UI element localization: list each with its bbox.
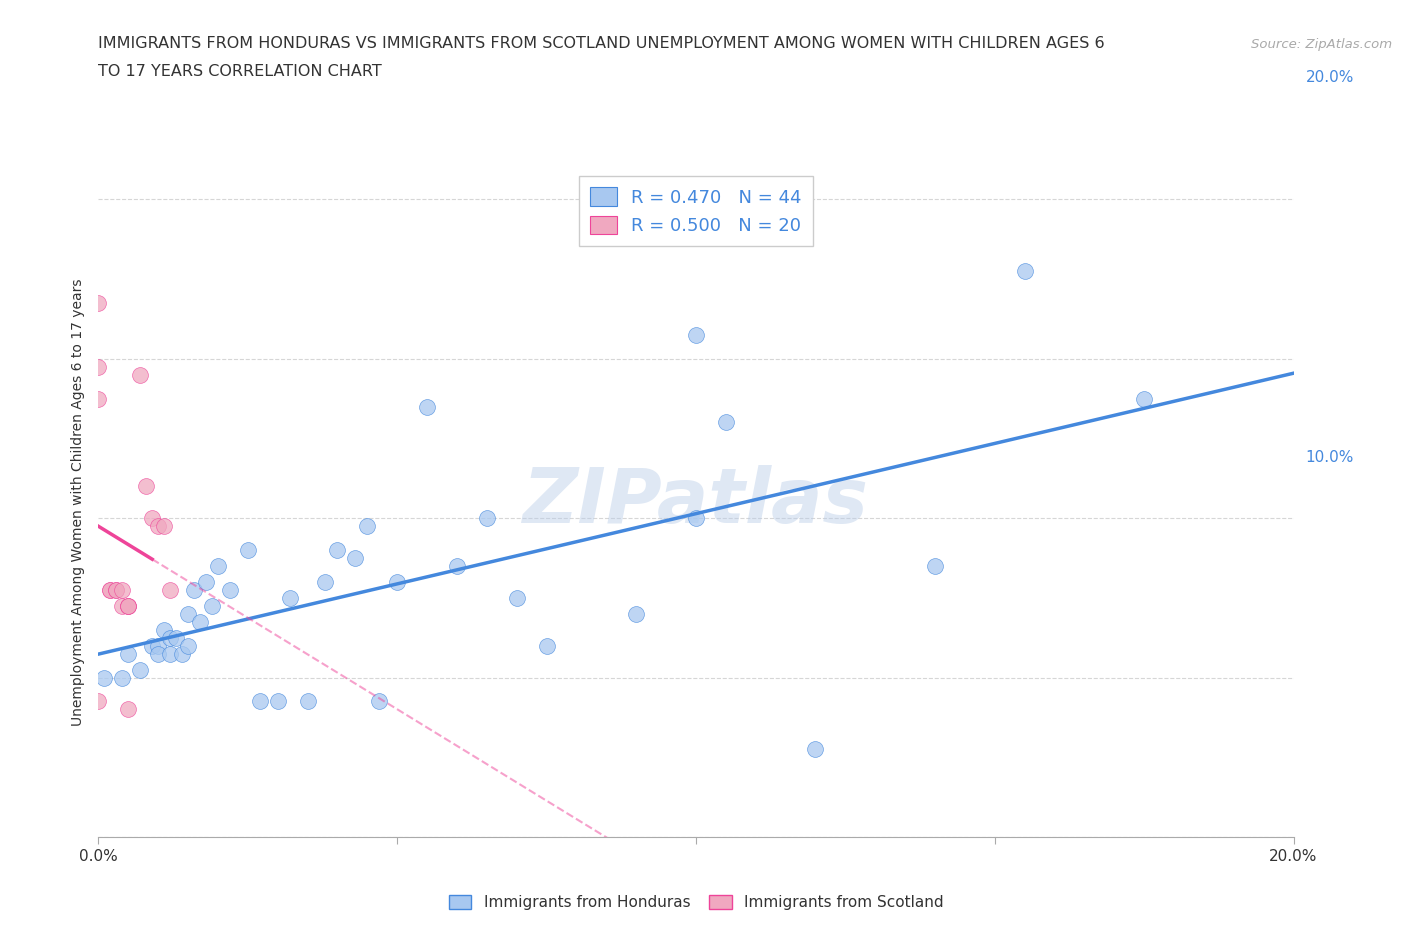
Point	[475, 511, 498, 525]
Point	[344, 551, 367, 565]
Point	[159, 582, 181, 597]
Point	[326, 542, 349, 557]
Point	[207, 559, 229, 574]
Point	[194, 575, 218, 590]
Text: Source: ZipAtlas.com: Source: ZipAtlas.com	[1251, 38, 1392, 51]
Point	[714, 415, 737, 430]
Point	[506, 591, 529, 605]
Point	[98, 582, 122, 597]
Text: 10.0%: 10.0%	[1305, 450, 1354, 465]
Point	[148, 646, 170, 661]
Point	[315, 575, 337, 590]
Text: 20.0%: 20.0%	[1305, 71, 1354, 86]
Text: IMMIGRANTS FROM HONDURAS VS IMMIGRANTS FROM SCOTLAND UNEMPLOYMENT AMONG WOMEN WI: IMMIGRANTS FROM HONDURAS VS IMMIGRANTS F…	[98, 36, 1105, 51]
Point	[159, 646, 181, 661]
Point	[111, 598, 134, 613]
Legend: Immigrants from Honduras, Immigrants from Scotland: Immigrants from Honduras, Immigrants fro…	[443, 889, 949, 916]
Point	[219, 582, 242, 597]
Point	[117, 598, 139, 613]
Point	[236, 542, 259, 557]
Point	[183, 582, 205, 597]
Point	[177, 638, 200, 653]
Point	[105, 582, 128, 597]
Point	[446, 559, 468, 574]
Point	[924, 559, 946, 574]
Point	[1133, 392, 1156, 406]
Y-axis label: Unemployment Among Women with Children Ages 6 to 17 years: Unemployment Among Women with Children A…	[72, 278, 86, 726]
Point	[111, 671, 134, 685]
Point	[87, 694, 110, 709]
Point	[356, 519, 378, 534]
Point	[117, 702, 139, 717]
Point	[111, 582, 134, 597]
Point	[117, 598, 139, 613]
Point	[685, 511, 707, 525]
Point	[685, 327, 707, 342]
Text: TO 17 YEARS CORRELATION CHART: TO 17 YEARS CORRELATION CHART	[98, 64, 382, 79]
Point	[129, 367, 152, 382]
Point	[267, 694, 290, 709]
Point	[416, 399, 439, 414]
Point	[117, 598, 139, 613]
Point	[172, 646, 194, 661]
Point	[249, 694, 271, 709]
Point	[148, 519, 170, 534]
Point	[135, 479, 157, 494]
Text: ZIPatlas: ZIPatlas	[523, 465, 869, 539]
Point	[87, 296, 110, 311]
Point	[117, 646, 139, 661]
Point	[804, 742, 827, 757]
Point	[624, 606, 647, 621]
Point	[165, 631, 187, 645]
Point	[188, 615, 211, 630]
Point	[141, 511, 163, 525]
Point	[536, 638, 558, 653]
Point	[153, 519, 176, 534]
Point	[87, 392, 110, 406]
Point	[368, 694, 391, 709]
Point	[148, 638, 170, 653]
Point	[385, 575, 409, 590]
Point	[278, 591, 301, 605]
Point	[129, 662, 152, 677]
Point	[177, 606, 200, 621]
Point	[93, 671, 115, 685]
Point	[98, 582, 122, 597]
Point	[87, 359, 110, 374]
Point	[297, 694, 319, 709]
Point	[1014, 263, 1036, 278]
Point	[159, 631, 181, 645]
Point	[201, 598, 224, 613]
Point	[105, 582, 128, 597]
Point	[141, 638, 163, 653]
Point	[153, 622, 176, 637]
